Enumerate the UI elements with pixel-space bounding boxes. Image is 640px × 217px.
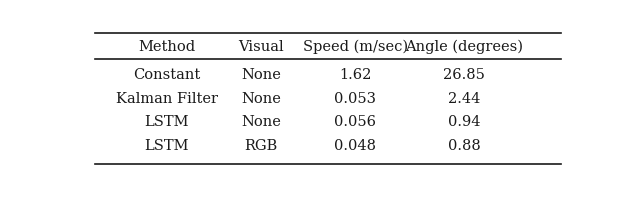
Text: 2.44: 2.44 [448, 92, 481, 106]
Text: None: None [241, 92, 281, 106]
Text: Method: Method [138, 40, 195, 54]
Text: 0.94: 0.94 [448, 115, 481, 129]
Text: RGB: RGB [244, 138, 278, 153]
Text: 0.88: 0.88 [448, 138, 481, 153]
Text: Kalman Filter: Kalman Filter [116, 92, 218, 106]
Text: Constant: Constant [133, 68, 200, 82]
Text: 0.048: 0.048 [334, 138, 376, 153]
Text: Angle (degrees): Angle (degrees) [405, 40, 524, 54]
Text: 0.053: 0.053 [334, 92, 376, 106]
Text: 0.056: 0.056 [334, 115, 376, 129]
Text: LSTM: LSTM [145, 115, 189, 129]
Text: 26.85: 26.85 [444, 68, 485, 82]
Text: None: None [241, 68, 281, 82]
Text: Visual: Visual [238, 40, 284, 54]
Text: LSTM: LSTM [145, 138, 189, 153]
Text: 1.62: 1.62 [339, 68, 371, 82]
Text: None: None [241, 115, 281, 129]
Text: Speed (m/sec): Speed (m/sec) [303, 40, 408, 54]
